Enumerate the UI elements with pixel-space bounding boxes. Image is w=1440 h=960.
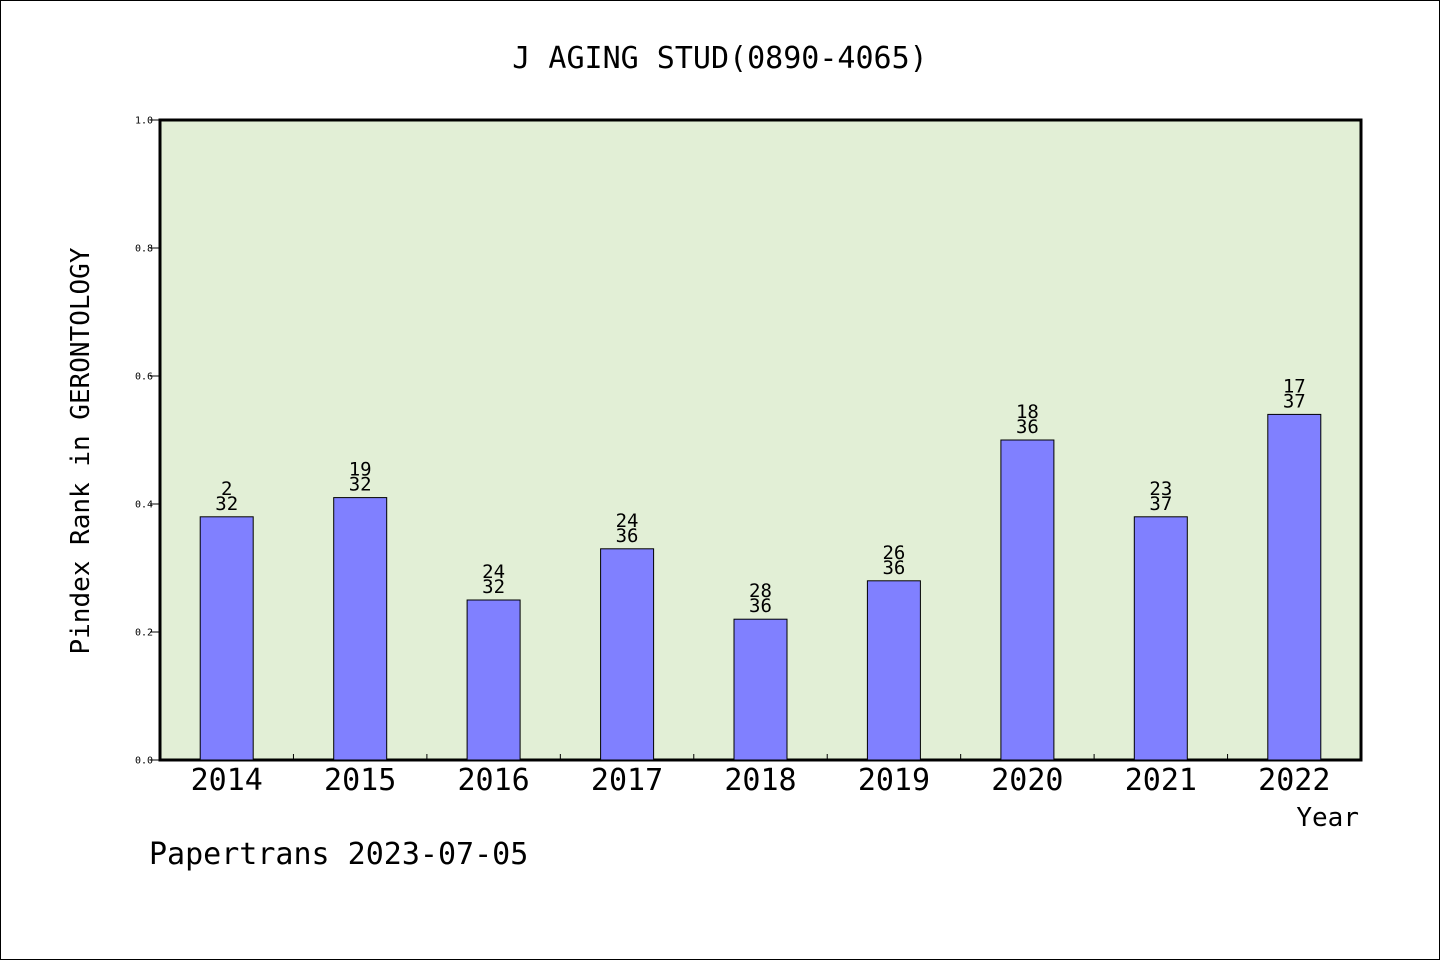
bar-total-label: 36 — [616, 525, 639, 547]
bar-rank-label: 26 — [882, 542, 905, 564]
y-tick-label: 0.6 — [135, 372, 153, 383]
x-tick-label: 2016 — [457, 763, 529, 798]
bar-rank-label: 2 — [221, 478, 232, 500]
y-tick-label: 0.0 — [135, 756, 153, 767]
bar — [600, 548, 655, 761]
x-tick-label: 2019 — [858, 763, 930, 798]
y-axis-label: Pindex Rank in GERONTOLOGY — [66, 247, 96, 654]
bar — [466, 599, 521, 761]
bar-total-label: 36 — [1016, 416, 1039, 438]
x-tick-label: 2014 — [191, 763, 263, 798]
bar — [1267, 413, 1322, 761]
bar-rank-label: 24 — [482, 561, 505, 583]
bar-rank-label: 24 — [616, 510, 639, 532]
bar — [733, 618, 788, 761]
y-tick-label: 0.2 — [135, 628, 153, 639]
y-axis-ticks: 0.0 0.2 0.4 0.6 0.8 1.0 — [135, 116, 160, 767]
x-tick-label: 2020 — [991, 763, 1063, 798]
bar-total-label: 32 — [215, 493, 238, 515]
bar-total-label: 32 — [482, 576, 505, 598]
footer-credit: Papertrans 2023-07-05 — [149, 837, 528, 872]
x-tick-label: 2018 — [724, 763, 796, 798]
x-axis-ticks: 2014 2015 2016 2017 2018 2019 2020 2021 2022 — [191, 754, 1330, 798]
y-tick-label: 1.0 — [135, 116, 153, 127]
bar-total-label: 32 — [349, 474, 372, 496]
bar — [1133, 516, 1188, 761]
bar-rank-label: 28 — [749, 580, 772, 602]
chart-title: J AGING STUD(0890-4065) — [512, 41, 927, 76]
bar-rank-label: 17 — [1283, 375, 1306, 397]
bar — [1000, 439, 1055, 761]
y-tick-label: 0.4 — [135, 500, 153, 511]
bar-total-label: 36 — [882, 557, 905, 579]
bar — [199, 516, 254, 761]
bar — [333, 497, 388, 761]
x-tick-label: 2017 — [591, 763, 663, 798]
x-tick-label: 2022 — [1258, 763, 1330, 798]
x-tick-label: 2015 — [324, 763, 396, 798]
y-tick-label: 0.8 — [135, 244, 153, 255]
x-axis-label: Year — [1296, 803, 1359, 833]
bar-total-label: 37 — [1149, 493, 1172, 515]
bar-rank-label: 18 — [1016, 401, 1039, 423]
bar-total-label: 36 — [749, 595, 772, 617]
bar — [866, 580, 921, 761]
bar-total-label: 37 — [1283, 390, 1306, 412]
bar-rank-label: 19 — [349, 459, 372, 481]
x-tick-label: 2021 — [1125, 763, 1197, 798]
bar-rank-label: 23 — [1149, 478, 1172, 500]
